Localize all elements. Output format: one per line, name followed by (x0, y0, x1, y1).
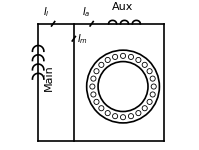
Text: $I_a$: $I_a$ (82, 6, 90, 20)
Text: Aux: Aux (112, 2, 134, 12)
Text: $I_l$: $I_l$ (43, 6, 50, 20)
Text: $I_m$: $I_m$ (77, 32, 88, 46)
Text: Main: Main (44, 65, 54, 91)
